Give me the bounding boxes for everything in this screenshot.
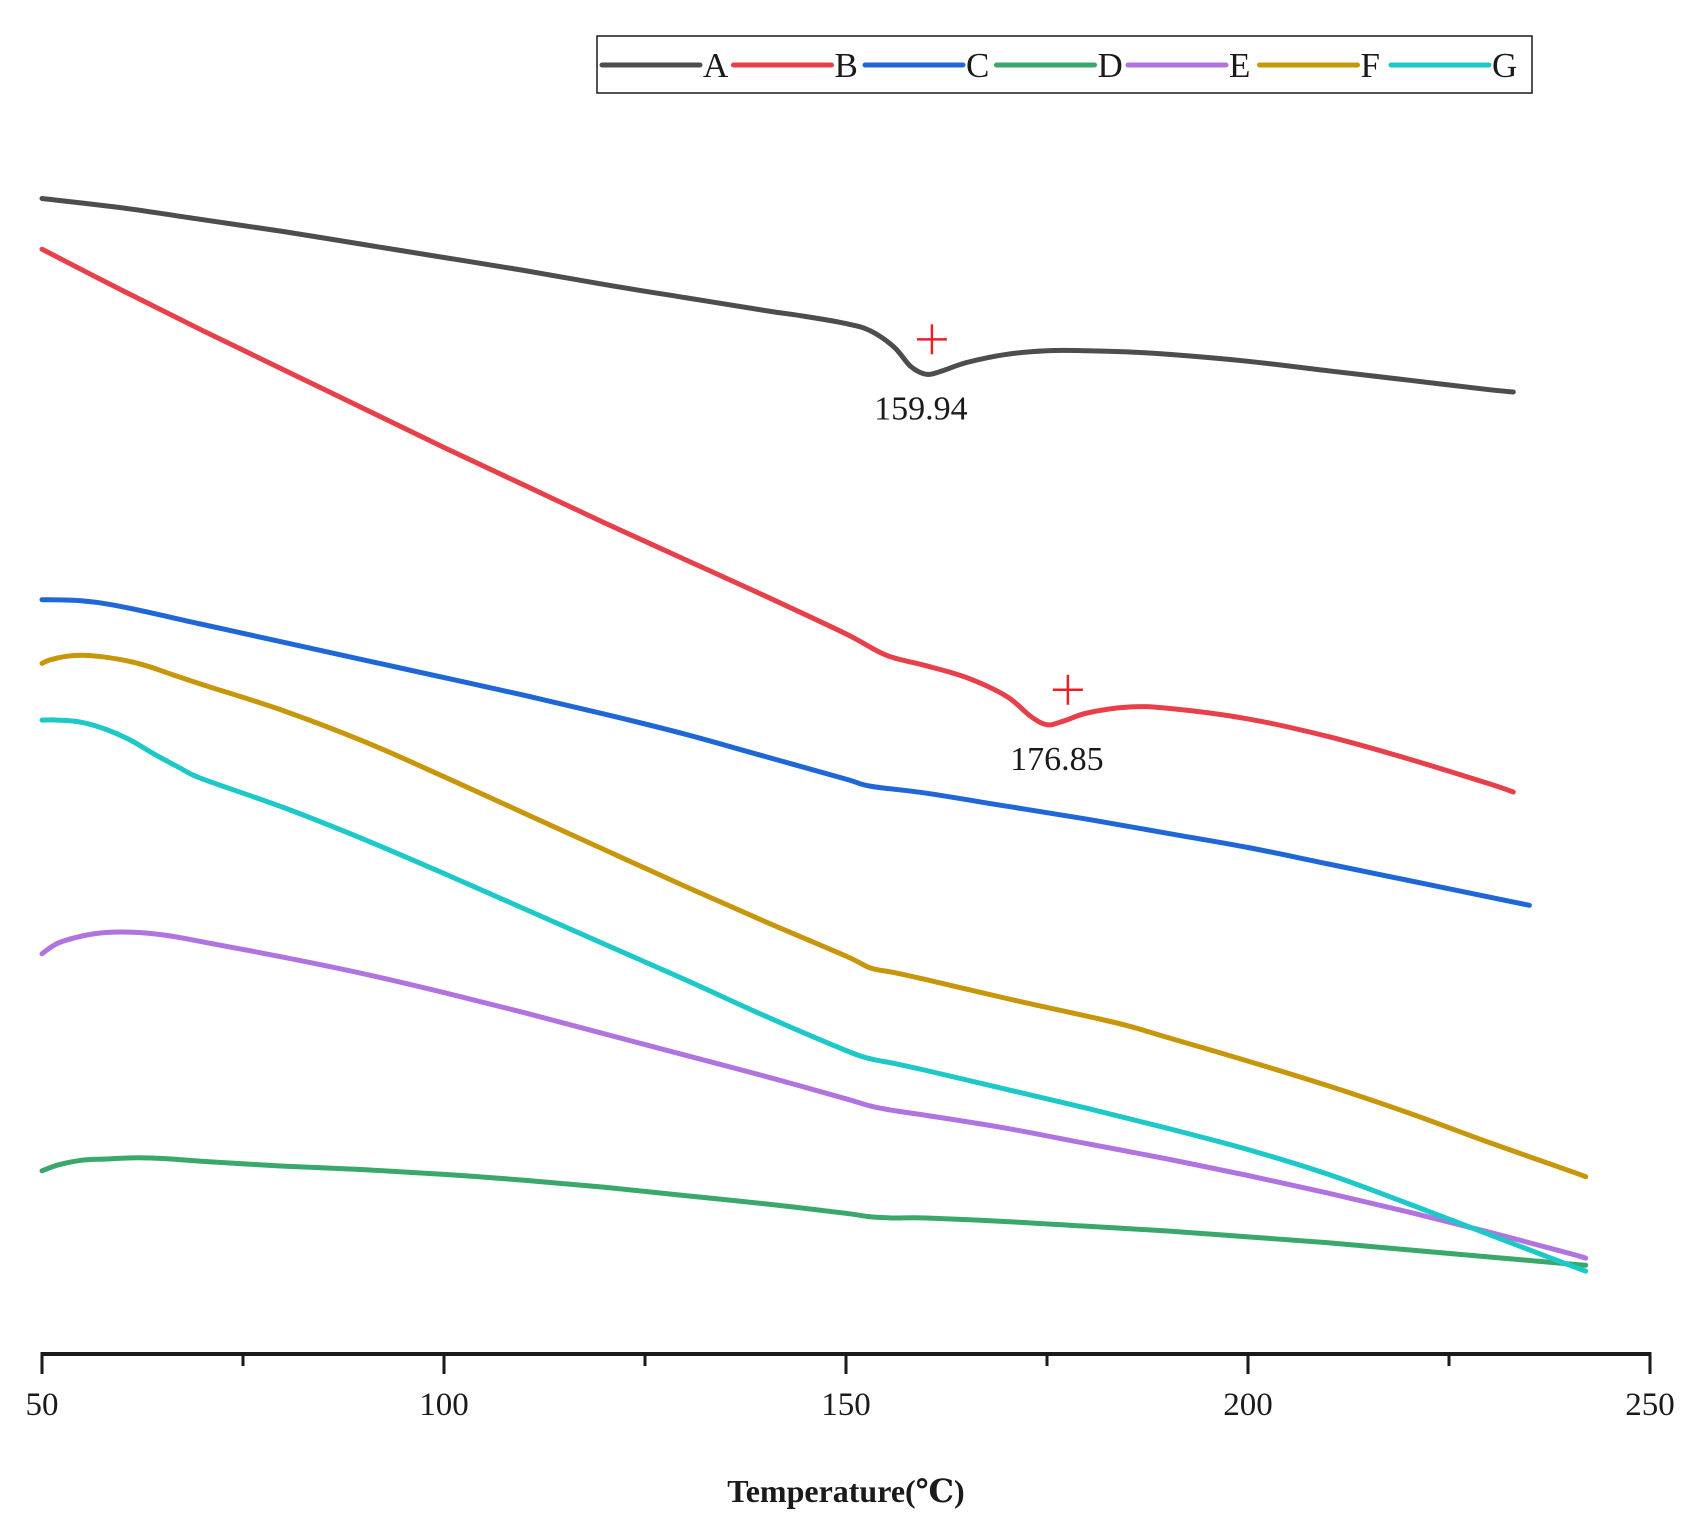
x-axis: 50 100 150 200 250	[26, 1352, 1675, 1423]
x-tick-label: 50	[26, 1387, 59, 1423]
peak-marker-b	[1052, 674, 1083, 705]
series-line-c	[39, 597, 1532, 908]
legend: A B C D E F G	[596, 35, 1533, 94]
x-tick-label: 150	[821, 1387, 871, 1423]
x-axis-title: Temperature(℃)	[727, 1473, 964, 1509]
series-curves	[39, 196, 1589, 1274]
peak-label-b: 176.85	[1010, 741, 1104, 778]
legend-label-e: E	[1229, 46, 1250, 85]
x-tick-label: 100	[419, 1387, 469, 1423]
legend-label-b: B	[835, 46, 858, 85]
series-line-f	[39, 652, 1589, 1180]
x-tick-label: 200	[1223, 1387, 1273, 1423]
series-line-e	[39, 929, 1589, 1261]
series-line-d	[39, 1155, 1589, 1268]
x-tick-label: 250	[1625, 1387, 1675, 1423]
legend-label-f: F	[1361, 46, 1380, 85]
legend-label-d: D	[1098, 46, 1123, 85]
series-line-g	[39, 717, 1589, 1274]
legend-label-a: A	[703, 46, 729, 85]
legend-label-g: G	[1492, 46, 1517, 85]
peak-annotations: 159.94 176.85	[874, 324, 1104, 778]
peak-marker-a	[916, 324, 947, 355]
series-line-b	[39, 246, 1516, 795]
series-line-a	[39, 196, 1516, 395]
peak-label-a: 159.94	[874, 390, 968, 427]
legend-label-c: C	[966, 46, 989, 85]
